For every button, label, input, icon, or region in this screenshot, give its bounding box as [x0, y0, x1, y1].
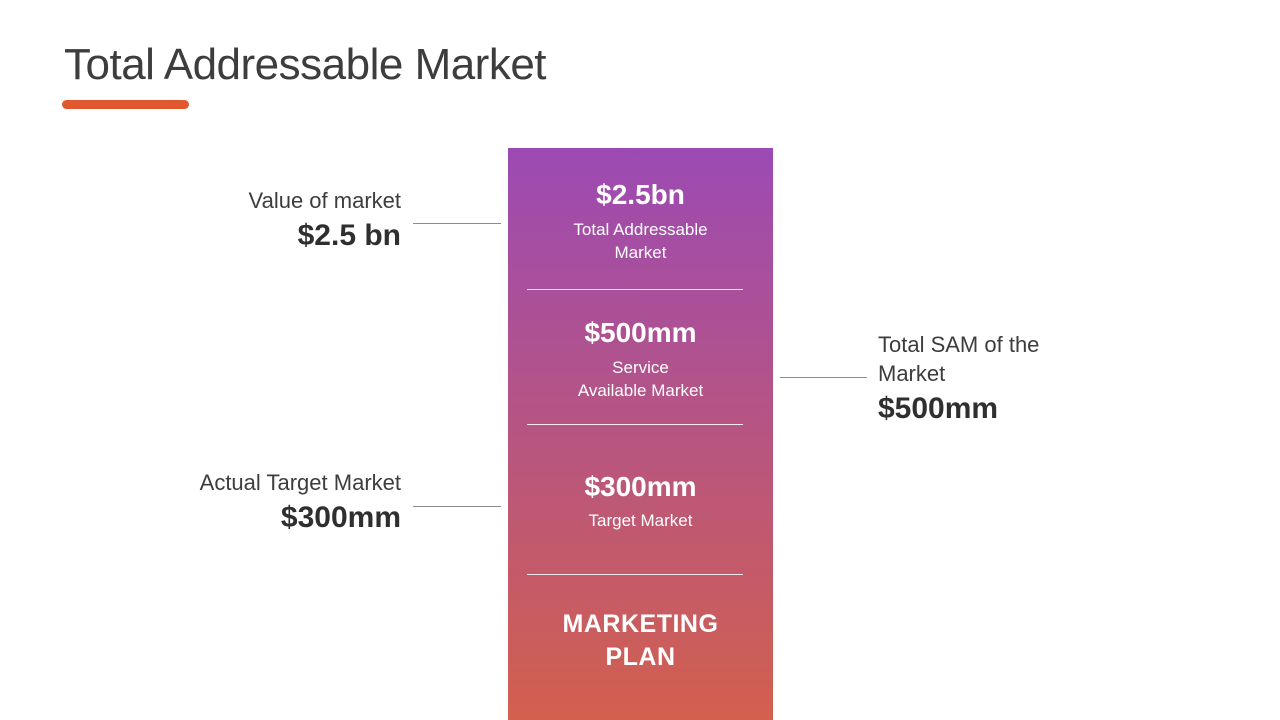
callout-total-sam-label: Total SAM of the Market — [878, 330, 1039, 388]
segment-divider — [527, 289, 743, 290]
callout-actual-target-market: Actual Target Market $300mm — [200, 468, 401, 539]
marketing-plan-line2: PLAN — [605, 643, 676, 671]
marketing-plan-title: MARKETING PLAN — [508, 608, 773, 674]
connector-line-total-sam — [780, 377, 867, 378]
segment-divider — [527, 424, 743, 425]
tam-label-line2: Market — [614, 243, 667, 262]
page-title: Total Addressable Market — [64, 40, 547, 89]
connector-line-actual-target-market — [413, 506, 501, 507]
target-market-label-line1: Target Market — [588, 511, 693, 530]
title-accent-bar — [62, 100, 189, 109]
callout-total-sam-value: $500mm — [878, 392, 999, 425]
callout-actual-target-market-label: Actual Target Market — [199, 470, 401, 495]
callout-value-of-market-value: $2.5 bn — [297, 219, 401, 252]
callout-total-sam-label-line2: Market — [878, 361, 946, 386]
callout-value-of-market-label: Value of market — [248, 188, 401, 213]
tam-label: Total Addressable Market — [508, 218, 773, 264]
marketing-plan-line1: MARKETING — [562, 610, 719, 638]
tam-column: $2.5bn Total Addressable Market $500mm S… — [508, 148, 773, 720]
sam-label: Service Available Market — [508, 356, 773, 402]
connector-line-value-of-market — [413, 223, 501, 224]
callout-total-sam: Total SAM of the Market $500mm — [878, 330, 1039, 430]
segment-divider — [527, 574, 743, 575]
sam-label-line1: Service — [612, 358, 669, 377]
callout-actual-target-market-value: $300mm — [280, 501, 401, 534]
callout-total-sam-label-line1: Total SAM of the — [878, 332, 1040, 357]
target-market-value: $300mm — [584, 471, 697, 502]
sam-label-line2: Available Market — [577, 381, 704, 400]
tam-value: $2.5bn — [596, 179, 685, 210]
tam-label-line1: Total Addressable — [573, 220, 708, 239]
target-market-label: Target Market — [508, 509, 773, 532]
sam-value: $500mm — [584, 317, 697, 348]
callout-value-of-market: Value of market $2.5 bn — [249, 186, 401, 257]
